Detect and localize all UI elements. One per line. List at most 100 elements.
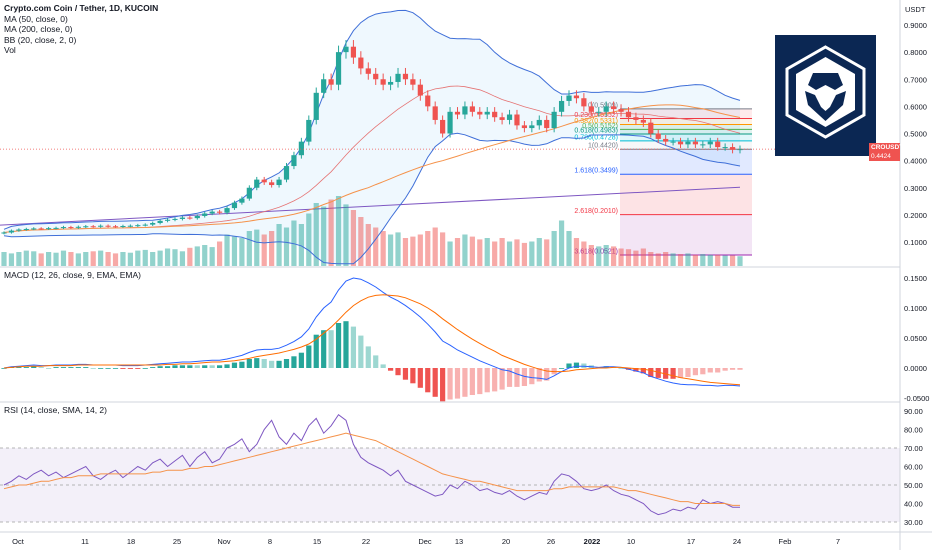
volume-bar [655, 253, 661, 266]
volume-bar [298, 224, 304, 266]
macd-histogram-bar [425, 368, 431, 393]
volume-bar [246, 231, 252, 266]
macd-histogram-bar [68, 367, 74, 368]
candle-body [53, 227, 59, 229]
candle-body [261, 179, 267, 183]
macd-histogram-bar [306, 345, 312, 368]
volume-bar [127, 252, 133, 266]
macd-histogram-bar [313, 334, 319, 368]
macd-histogram-bar [387, 368, 394, 371]
volume-bar [328, 199, 334, 266]
fib-level-label: 0(0.5909) [588, 102, 618, 109]
macd-histogram-bar [283, 359, 290, 368]
macd-histogram-bar [469, 368, 475, 395]
volume-bar [75, 253, 81, 266]
macd-histogram-bar [172, 365, 178, 368]
price-pane[interactable]: 0(0.5909) 0.236(0.5552)0.382(0.5331)0.5(0… [0, 9, 900, 266]
time-tick-label: Feb [779, 537, 792, 546]
candle-body [179, 217, 186, 219]
volume-bar [618, 248, 624, 266]
candle-body [283, 166, 290, 180]
time-tick-label: 10 [627, 537, 635, 546]
time-tick-label: Dec [418, 537, 432, 546]
candle-body [395, 73, 401, 82]
candle-body [387, 81, 394, 85]
price-tick-label: 0.4000 [904, 157, 927, 166]
macd-histogram-bar [53, 367, 59, 368]
fib-zone [620, 118, 752, 125]
macd-histogram-bar [194, 365, 200, 368]
volume-bar [387, 234, 394, 266]
volume-bar [700, 254, 706, 266]
candle-body [98, 225, 104, 227]
time-tick-label: Oct [12, 537, 25, 546]
volume-bar [373, 227, 379, 266]
volume-bar [648, 252, 654, 266]
candle-body [722, 147, 728, 149]
candle-body [46, 228, 52, 230]
macd-histogram-bar [46, 368, 52, 369]
macd-pane[interactable] [1, 277, 743, 402]
macd-histogram-bar [447, 368, 453, 400]
fib-level-label: 0.786(0.4728) [574, 134, 618, 141]
macd-tick-label: 0.0000 [904, 364, 927, 373]
time-tick-label: Nov [217, 537, 231, 546]
macd-histogram-bar [120, 368, 126, 369]
rsi-legend: RSI (14, close, SMA, 14, 2) [4, 405, 107, 415]
candle-body [499, 117, 505, 120]
candle-body [60, 227, 67, 229]
macd-histogram-bar [127, 368, 133, 369]
volume-bar [596, 246, 602, 266]
candle-body [1, 232, 7, 234]
volume-bar [1, 252, 7, 266]
volume-bar [536, 238, 542, 266]
time-tick-label: 13 [455, 537, 463, 546]
time-tick-label: 22 [362, 537, 370, 546]
volume-bar [216, 241, 223, 266]
candle-body [469, 106, 475, 112]
volume-bar [261, 234, 267, 266]
volume-bar [729, 255, 736, 266]
candle-body [194, 215, 200, 219]
volume-bar [551, 231, 557, 266]
volume-bar [83, 252, 89, 266]
macd-histogram-bar [670, 368, 676, 379]
macd-histogram-bar [410, 368, 416, 384]
candle-body [536, 119, 542, 126]
ma50-line [3, 104, 741, 233]
macd-histogram-bar [164, 366, 171, 368]
volume-bar [477, 239, 483, 266]
macd-histogram-bar [737, 368, 743, 370]
volume-bar [209, 247, 215, 266]
macd-histogram-bar [75, 367, 81, 368]
volume-bar [16, 252, 22, 266]
candle-body [625, 111, 632, 118]
fib-zone [620, 124, 752, 130]
time-tick-label: 24 [733, 537, 741, 546]
candle-body [306, 119, 312, 142]
candle-body [618, 109, 624, 112]
volume-bar [194, 246, 200, 266]
candle-body [611, 106, 617, 110]
macd-histogram-bar [150, 367, 156, 368]
legend-ma50: MA (50, close, 0) [4, 13, 68, 24]
macd-histogram-bar [692, 368, 698, 376]
macd-histogram-bar [358, 335, 364, 368]
macd-histogram-bar [224, 364, 230, 368]
rsi-pane[interactable] [0, 413, 900, 523]
macd-histogram-bar [558, 368, 565, 369]
candle-body [291, 155, 297, 167]
macd-histogram-bar [573, 362, 580, 368]
time-tick-label: 7 [836, 537, 840, 546]
volume-bar [566, 231, 572, 266]
volume-bar [98, 250, 104, 266]
rsi-tick-label: 60.00 [904, 463, 923, 472]
volume-bar [402, 238, 409, 266]
volume-bar [276, 224, 282, 266]
volume-bar [321, 206, 327, 266]
volume-bar [31, 251, 37, 266]
candle-body [216, 211, 223, 213]
volume-bar [112, 253, 119, 266]
time-tick-label: 8 [268, 537, 272, 546]
